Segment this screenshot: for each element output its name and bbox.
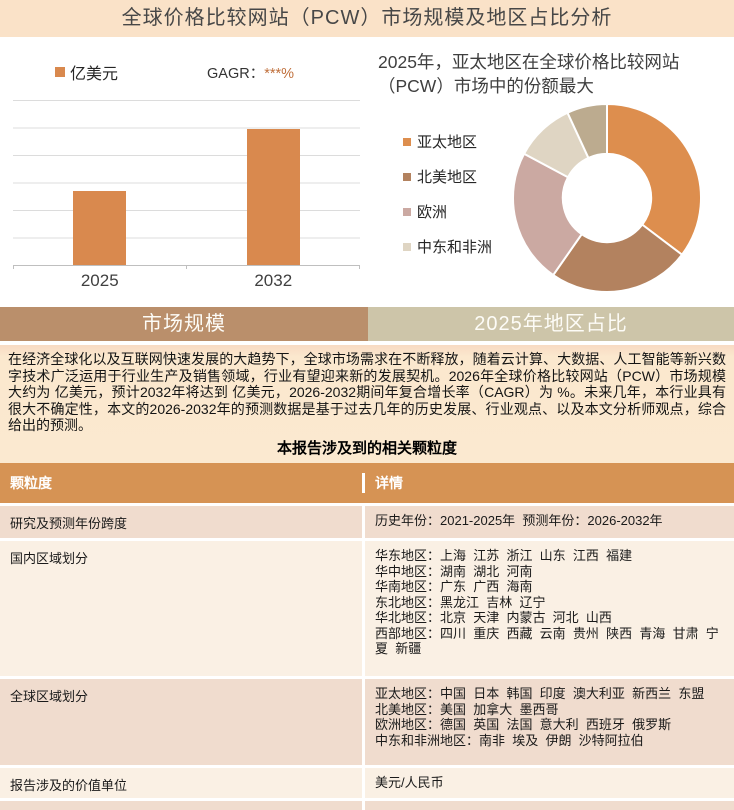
page-title: 全球价格比较网站（PCW）市场规模及地区占比分析 bbox=[0, 0, 734, 37]
table-header-granularity: 颗粒度 bbox=[0, 473, 365, 493]
table-header-details: 详情 bbox=[375, 475, 403, 491]
row-label bbox=[0, 800, 365, 810]
row-label: 报告涉及的价值单位 bbox=[0, 768, 365, 798]
row-label: 研究及预测年份跨度 bbox=[0, 506, 365, 538]
charts-row: 亿美元 GAGR：***% 2025 2032 2025年，亚太地区在全球价格比较… bbox=[0, 37, 734, 307]
detail-line: 北美地区：美国 加拿大 墨西哥 bbox=[375, 701, 559, 717]
donut-slice-北美地区 bbox=[551, 223, 684, 293]
donut-legend-item: 中东和非洲 bbox=[403, 238, 505, 257]
detail-line: 亚太地区：中国 日本 韩国 印度 澳大利亚 新西兰 东盟 bbox=[375, 686, 705, 701]
granularity-table: 颗粒度 详情 研究及预测年份跨度 历史年份：2021-2025年 预测年份：202… bbox=[0, 463, 734, 810]
donut-legend-item: 亚太地区 bbox=[403, 133, 505, 152]
row-details: 历史年份：2021-2025年 预测年份：2026-2032年 bbox=[365, 506, 734, 538]
cagr-label: GAGR：***% bbox=[207, 66, 295, 82]
donut-slice-other bbox=[566, 103, 608, 160]
table-row: 全球区域划分 亚太地区：中国 日本 韩国 印度 澳大利亚 新西兰 东盟 北美地区：美… bbox=[0, 679, 734, 765]
table-caption: 本报告涉及到的相关颗粒度 bbox=[276, 439, 457, 457]
axis-tick bbox=[13, 265, 14, 269]
row-label: 国内区域划分 bbox=[0, 541, 365, 676]
detail-line: 美元/人民币 bbox=[375, 775, 444, 790]
row-details: 华东地区：上海 江苏 浙江 山东 江西 福建 华中地区：湖南 湖北 河南 华南地区：… bbox=[365, 541, 734, 676]
row-details: 美元/人民币 bbox=[365, 768, 734, 798]
axis-tick bbox=[359, 265, 360, 269]
table-row: 研究及预测年份跨度 历史年份：2021-2025年 预测年份：2026-2032年 bbox=[0, 506, 734, 538]
row-details bbox=[365, 801, 734, 810]
bar-2032 bbox=[246, 129, 300, 265]
axis-tick bbox=[186, 265, 187, 269]
x-axis-label: 2025 bbox=[80, 271, 119, 290]
legend-swatch-icon bbox=[403, 138, 411, 146]
cagr-masked-value: ***% bbox=[264, 66, 295, 82]
legend-swatch-icon bbox=[403, 208, 411, 216]
table-row: 报告涉及的价值单位 美元/人民币 bbox=[0, 768, 734, 798]
tab-region-share[interactable]: 2025年地区占比 bbox=[368, 307, 734, 341]
detail-line: 华北地区：北京 天津 内蒙古 河北 山西 bbox=[375, 610, 612, 625]
detail-line: 华南地区：广东 广西 海南 bbox=[375, 579, 533, 594]
bar-chart-plot-area bbox=[13, 100, 360, 269]
row-label: 全球区域划分 bbox=[0, 679, 365, 765]
legend-swatch-icon bbox=[55, 67, 65, 77]
detail-line: 东北地区：黑龙江 吉林 辽宁 bbox=[375, 594, 546, 610]
bar-chart-legend: 亿美元 bbox=[55, 60, 118, 84]
table-header-row: 颗粒度 详情 bbox=[0, 463, 734, 503]
detail-line: 华东地区：上海 江苏 浙江 山东 江西 福建 bbox=[375, 548, 633, 563]
donut-chart bbox=[512, 103, 702, 293]
bar-chart-unit-label: 亿美元 bbox=[70, 66, 119, 83]
legend-swatch-icon bbox=[403, 243, 411, 251]
table-row-partial bbox=[0, 800, 734, 810]
donut-legend-label: 北美地区 bbox=[417, 169, 478, 186]
summary-section: 在经济全球化以及互联网快速发展的大趋势下，全球市场需求在不断释放，随着云计算、大… bbox=[0, 345, 734, 463]
tab-market-size[interactable]: 市场规模 bbox=[0, 307, 368, 341]
detail-line: 华中地区：湖南 湖北 河南 bbox=[375, 563, 533, 579]
section-tabs: 市场规模 2025年地区占比 bbox=[0, 307, 734, 341]
x-axis-label: 2032 bbox=[254, 271, 293, 290]
donut-legend-item: 北美地区 bbox=[403, 168, 505, 187]
detail-line: 历史年份：2021-2025年 预测年份：2026-2032年 bbox=[375, 513, 663, 528]
detail-line: 西部地区：四川 重庆 西藏 云南 贵州 陕西 青海 甘肃 宁夏 新疆 bbox=[375, 625, 719, 657]
donut-legend-item: 欧洲 bbox=[403, 203, 505, 222]
donut-legend-label: 亚太地区 bbox=[417, 134, 478, 151]
row-details: 亚太地区：中国 日本 韩国 印度 澳大利亚 新西兰 东盟 北美地区：美国 加拿大 … bbox=[365, 679, 734, 765]
donut-chart-title: 2025年，亚太地区在全球价格比较网站（PCW）市场中的份额最大 bbox=[378, 52, 680, 97]
donut-slice-欧洲 bbox=[512, 152, 584, 277]
donut-chart-legend: 亚太地区北美地区欧洲中东和非洲 bbox=[403, 133, 505, 273]
bar-2025 bbox=[73, 191, 127, 265]
table-row: 国内区域划分 华东地区：上海 江苏 浙江 山东 江西 福建 华中地区：湖南 湖北 河… bbox=[0, 541, 734, 676]
detail-line: 欧洲地区：德国 英国 法国 意大利 西班牙 俄罗斯 bbox=[375, 717, 672, 732]
donut-slice-亚太地区 bbox=[606, 103, 702, 257]
donut-legend-label: 欧洲 bbox=[417, 204, 448, 221]
summary-paragraph: 在经济全球化以及互联网快速发展的大趋势下，全球市场需求在不断释放，随着云计算、大… bbox=[8, 351, 726, 434]
legend-swatch-icon bbox=[403, 173, 411, 181]
donut-legend-label: 中东和非洲 bbox=[417, 239, 493, 256]
detail-line: 中东和非洲地区：南非 埃及 伊朗 沙特阿拉伯 bbox=[375, 732, 644, 748]
